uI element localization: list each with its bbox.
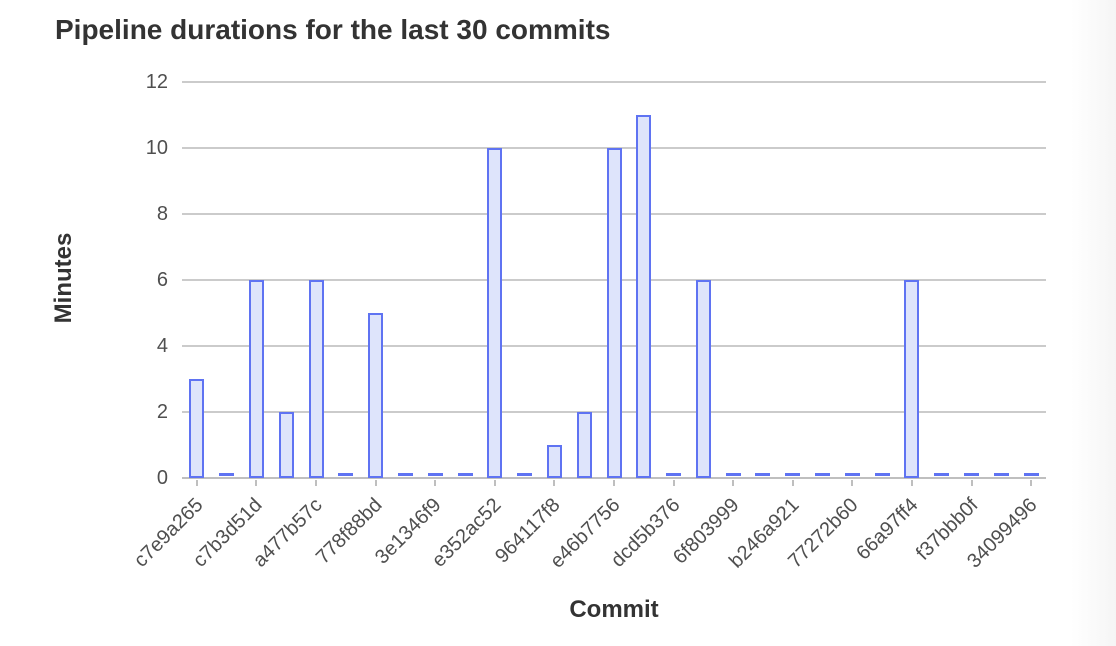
pipeline-bar[interactable] [815,473,831,476]
pipeline-bar[interactable] [576,412,592,478]
y-tick-label: 8 [156,203,168,225]
pipeline-bar[interactable] [517,473,533,476]
gridline [182,81,1046,83]
pipeline-bar[interactable] [964,473,980,476]
y-tick-label: 12 [145,71,168,93]
x-tick-mark [195,480,198,486]
x-tick-mark [970,480,973,486]
pipeline-bar[interactable] [666,473,682,476]
x-tick-mark [791,480,794,486]
x-tick-mark [553,480,556,486]
pipeline-bar[interactable] [427,473,443,476]
x-tick-label: c7e9a265 [129,494,208,572]
pipeline-bar[interactable] [219,473,235,476]
pipeline-bar[interactable] [755,473,771,476]
pipeline-bar[interactable] [904,280,920,478]
x-tick-mark [672,480,675,486]
x-tick-mark [493,480,496,486]
pipeline-bar[interactable] [397,473,413,476]
pipeline-bar[interactable] [278,412,294,478]
x-tick-mark [255,480,258,486]
y-tick-label: 2 [156,401,168,423]
pipeline-bar[interactable] [934,473,950,476]
pipeline-bar[interactable] [636,115,652,478]
pipeline-bar[interactable] [248,280,264,478]
x-tick-mark [374,480,377,486]
pipeline-bar[interactable] [368,313,384,478]
chart-title: Pipeline durations for the last 30 commi… [55,14,611,45]
y-tick-label: 10 [145,137,168,159]
pipeline-bar[interactable] [546,445,562,478]
pipeline-bar[interactable] [338,473,354,476]
x-tick-mark [1030,480,1033,486]
pipeline-bar[interactable] [993,473,1009,476]
y-tick-label: 6 [156,269,168,291]
x-tick-mark [851,480,854,486]
pipeline-bar[interactable] [457,473,473,476]
plot-area [182,81,1046,479]
x-tick-mark [315,480,318,486]
pipeline-bar[interactable] [189,379,205,478]
pipeline-bar[interactable] [606,148,622,478]
pipeline-bar[interactable] [844,473,860,476]
x-tick-mark [434,480,437,486]
pipeline-bar[interactable] [725,473,741,476]
pipeline-bar[interactable] [785,473,801,476]
pipeline-bar[interactable] [308,280,324,478]
x-axis-title: Commit [569,596,659,623]
x-tick-mark [613,480,615,486]
y-tick-label: 4 [156,335,168,357]
x-tick-mark [910,480,913,486]
pipeline-bar[interactable] [487,148,503,478]
pipeline-bar[interactable] [695,280,711,478]
x-tick-mark [732,480,735,486]
x-axis-line [182,477,1046,479]
pipeline-bar[interactable] [874,473,890,476]
y-tick-label: 0 [156,467,168,489]
page-edge-strip [1071,0,1116,646]
pipeline-bar[interactable] [1023,473,1039,476]
